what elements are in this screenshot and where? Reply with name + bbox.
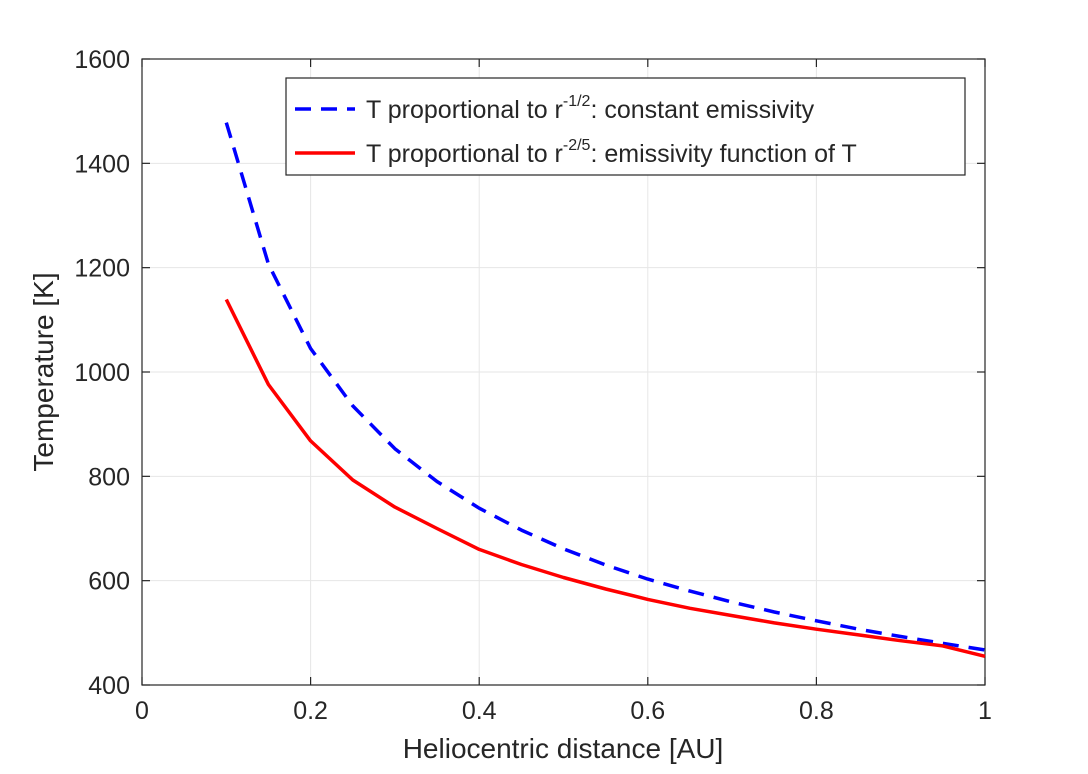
legend-label-2: T proportional to r-2/5: emissivity func… <box>366 137 857 168</box>
x-axis-label: Heliocentric distance [AU] <box>403 733 724 764</box>
y-tick-label: 1000 <box>74 359 130 387</box>
x-tick-label: 0.8 <box>799 697 834 725</box>
x-tick-label: 0 <box>135 697 149 725</box>
legend: T proportional to r-1/2: constant emissi… <box>285 77 966 176</box>
y-tick-label: 1200 <box>74 255 130 283</box>
x-tick-label: 1 <box>978 697 992 725</box>
series-group <box>224 122 986 658</box>
x-tick-label: 0.6 <box>630 697 665 725</box>
legend-label-1: T proportional to r-1/2: constant emissi… <box>366 93 815 124</box>
x-tick-label: 0.4 <box>462 697 497 725</box>
y-axis-label: Temperature [K] <box>28 272 59 471</box>
y-tick-label: 400 <box>88 672 130 700</box>
y-tick-label: 800 <box>88 463 130 491</box>
y-tick-label: 1600 <box>74 46 130 74</box>
y-tick-label: 600 <box>88 568 130 596</box>
y-tick-label: 1400 <box>74 150 130 178</box>
x-tick-label: 0.2 <box>293 697 328 725</box>
legend-box <box>285 77 966 176</box>
series-line-1 <box>224 122 986 652</box>
series-line-2 <box>224 298 986 658</box>
